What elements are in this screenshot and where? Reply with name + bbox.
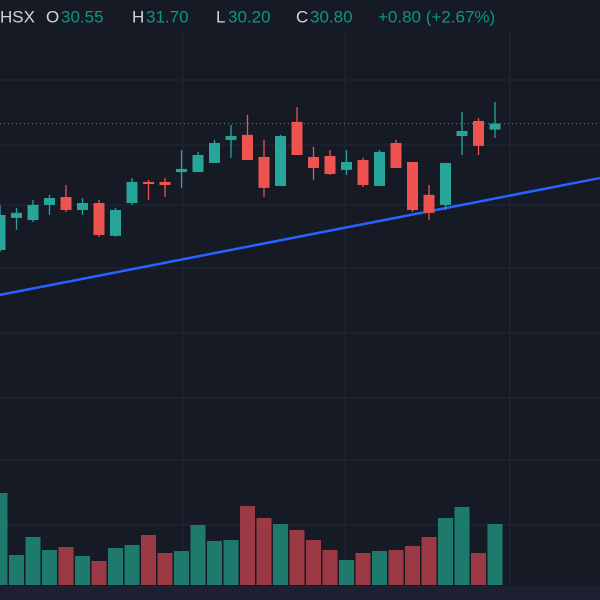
close-value: 30.80 [310,7,353,26]
candle-body [456,131,468,137]
low-value: 30.20 [228,7,271,26]
volume-bar [421,537,437,585]
volume-bar [58,547,74,585]
candle-body [242,134,253,161]
close-label: C [296,7,308,26]
candle-body [110,209,121,236]
candle-body [143,181,154,185]
candle-body [390,143,402,168]
candle-body [275,136,286,186]
volume-bar [0,493,8,585]
volume-bar [322,550,338,585]
volume-bar [157,553,173,585]
volume-bar [454,507,470,585]
volume-bar [289,530,305,585]
grid [0,30,600,585]
volume-bar [9,555,24,585]
low-label: L [216,7,225,26]
candle-body [159,181,171,186]
candle-body [11,212,22,218]
change: +0.80 (+2.67%) [378,7,495,26]
candle-body [423,194,435,213]
volume-bar [372,551,387,585]
candle-body [440,162,451,205]
candle-body [308,156,319,168]
candle-body [27,204,39,221]
high-value: 31.70 [146,7,189,26]
candle-body [357,160,369,186]
candle-body [324,155,336,174]
volume-bar [141,535,156,585]
candle-body [473,120,484,146]
trendline [0,176,600,297]
candle-body [291,121,303,156]
volume-bar [306,540,321,585]
volume-bar [355,553,371,585]
open-value: 30.55 [61,7,104,26]
volume-bar [487,524,503,585]
volume-bar [256,518,272,585]
candle-body [93,203,105,235]
volume-bar [190,525,206,585]
legend-header: HSX O 30.55 H 31.70 L 30.20 C 30.80 +0.8… [0,7,495,26]
volume-bar [91,561,107,585]
volume-bar [75,556,90,585]
volume-bar [42,550,57,585]
volume-bar [273,524,288,585]
volume-bar [438,518,453,585]
volume-bar [108,548,123,585]
candle-body [258,156,270,188]
high-label: H [132,7,144,26]
candle-body [209,143,220,163]
volume-bar [207,541,222,585]
candle-body [341,161,352,170]
candle-body [407,161,418,210]
volume-bar [223,540,239,585]
candle-body [0,215,6,251]
candle-body [44,197,55,205]
symbol: HSX [0,7,35,26]
volume-bar [25,537,41,585]
volume-bar [388,550,404,585]
candle-body [60,197,72,210]
volume-bar [174,551,189,585]
candle-body [77,203,88,210]
candle-body [374,151,385,186]
volume-bar [339,560,354,585]
time-axis [0,586,600,600]
volume-bar [240,506,255,585]
open-label: O [46,7,59,26]
candle-body [192,155,204,173]
candle-body [225,136,237,140]
volume-bar [124,545,140,585]
candle-body [489,123,501,130]
candle-body [176,168,187,173]
plot [0,101,600,585]
candle-body [126,181,138,204]
volume-bar [471,553,486,585]
volume-bar [405,546,420,585]
